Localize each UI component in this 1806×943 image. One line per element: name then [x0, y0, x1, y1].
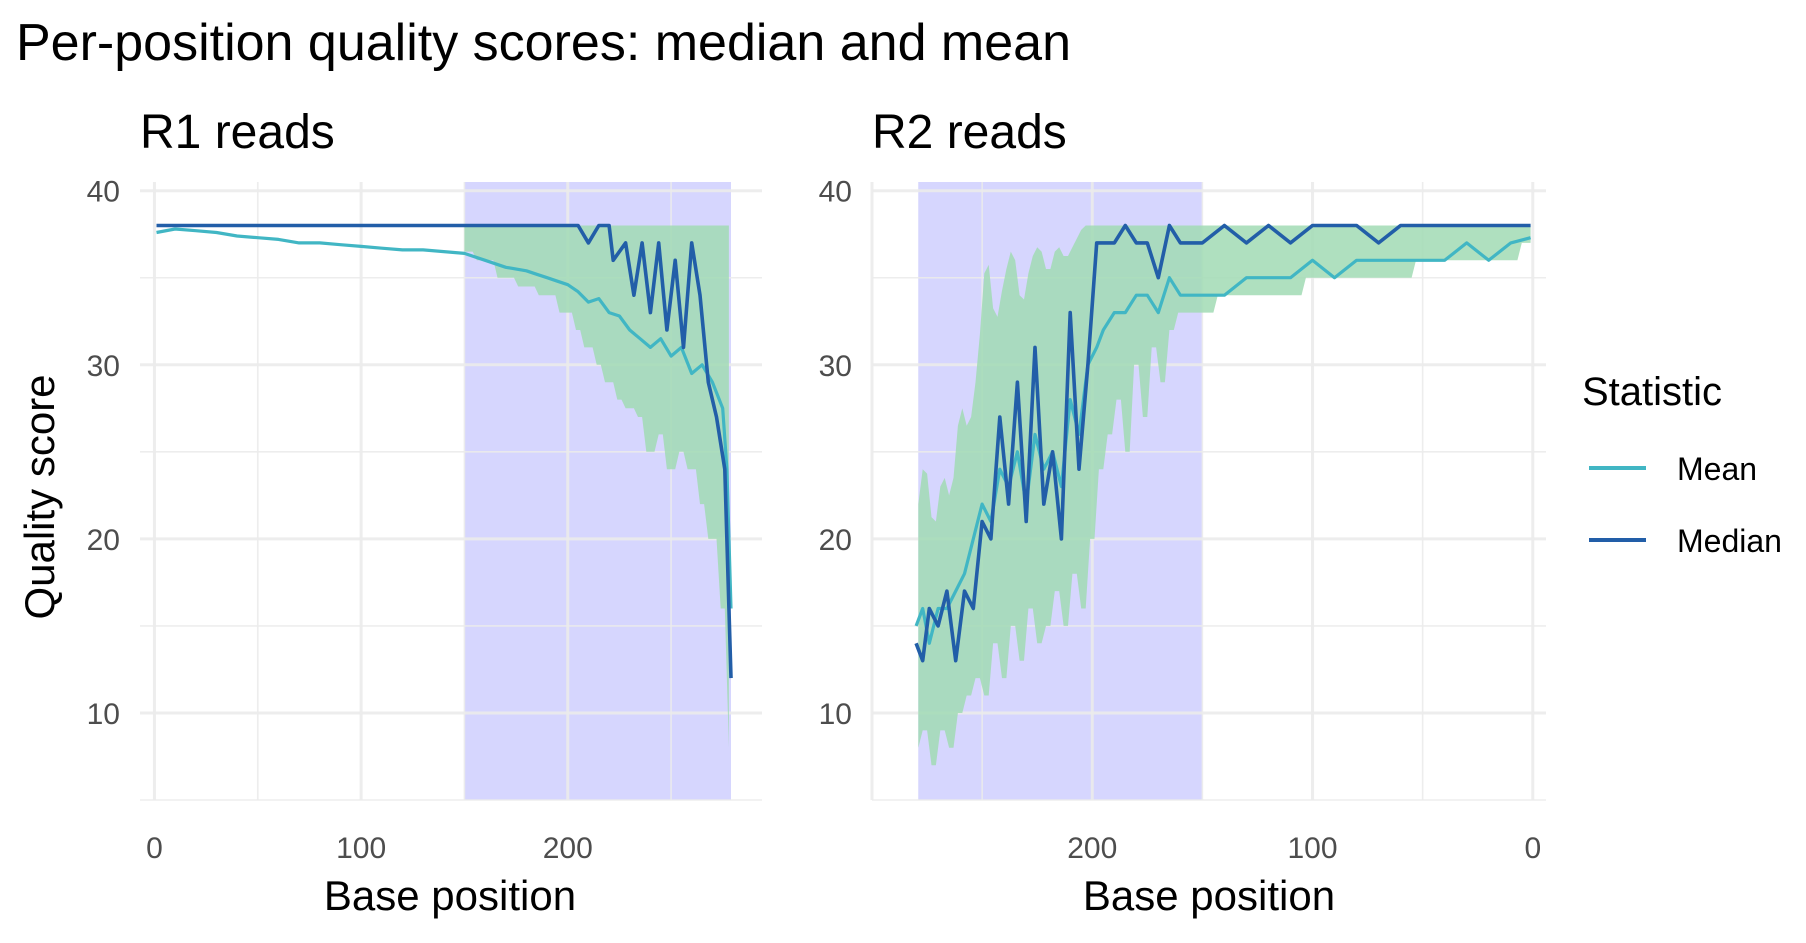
facet-label-r1: R1 reads [140, 106, 335, 159]
y-tick-label: 30 [819, 350, 852, 383]
x-tick-label: 100 [336, 832, 386, 865]
tick-labels-r2: 200 100 0 10 20 30 40 [819, 176, 1542, 865]
series-lines-r1 [156, 223, 733, 679]
facet-label-r2: R2 reads [872, 106, 1067, 159]
series-lines-r2 [914, 223, 1532, 663]
legend: Statistic Mean Median [1582, 370, 1782, 559]
x-axis-title-r2: Base position [1083, 872, 1335, 919]
series-line-mean [156, 227, 733, 609]
y-tick-label: 30 [87, 350, 120, 383]
series-line-mean [914, 236, 1532, 645]
x-tick-label: 100 [1287, 832, 1337, 865]
y-tick-label: 40 [87, 176, 120, 209]
x-axis-title-r1: Base position [324, 872, 576, 919]
legend-title: Statistic [1582, 370, 1722, 414]
series-line-median [914, 223, 1531, 663]
x-tick-label: 0 [146, 832, 163, 865]
chart-title: Per-position quality scores: median and … [16, 14, 1071, 72]
quartile-band-area [464, 225, 729, 748]
x-tick-label: 200 [1067, 832, 1117, 865]
panel-r1: R1 reads 0 100 200 10 20 30 40 Base position Q… [16, 106, 762, 919]
series-line-median [156, 223, 733, 679]
y-tick-label: 20 [819, 524, 852, 557]
y-tick-label: 10 [87, 698, 120, 731]
gridlines-r1 [140, 182, 762, 801]
panel-r2: R2 reads 200 100 0 10 20 30 40 Base position [819, 106, 1546, 919]
x-tick-label: 200 [543, 832, 593, 865]
legend-label-median: Median [1677, 523, 1782, 559]
y-tick-label: 40 [819, 176, 852, 209]
y-tick-label: 20 [87, 524, 120, 557]
legend-label-mean: Mean [1677, 451, 1757, 487]
x-tick-label: 0 [1524, 832, 1541, 865]
y-axis-title: Quality score [16, 374, 63, 619]
y-tick-label: 10 [819, 698, 852, 731]
quartile-band-r1 [464, 225, 729, 748]
tick-labels-r1: 0 100 200 10 20 30 40 [87, 176, 593, 865]
